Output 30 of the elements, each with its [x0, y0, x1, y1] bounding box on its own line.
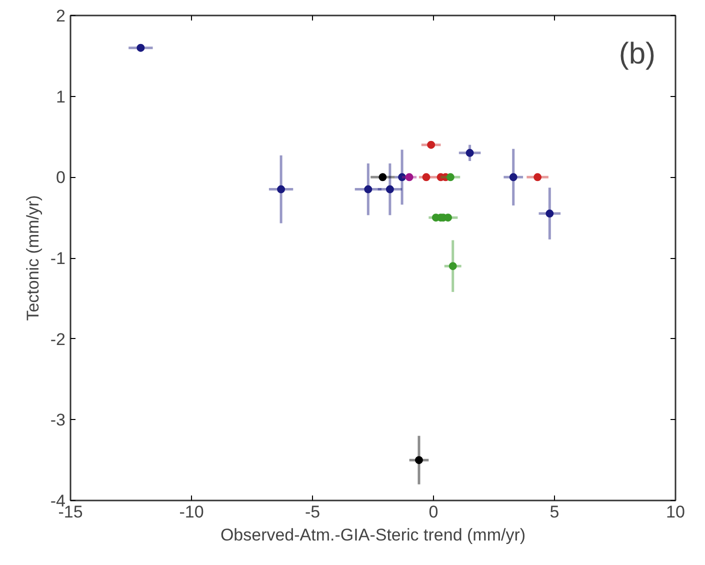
y-tick-label: 0 [56, 168, 66, 188]
point [414, 456, 423, 464]
y-tick-label: 1 [56, 87, 66, 106]
x-tick-label: -10 [179, 502, 204, 522]
x-tick-label: -5 [304, 502, 320, 522]
x-tick-label: 5 [550, 502, 560, 522]
point [398, 173, 406, 182]
point [277, 185, 286, 194]
x-axis-title: Observed-Atm.-GIA-Steric trend (mm/yr) [220, 526, 526, 544]
y-tick-label: 2 [56, 6, 66, 26]
point [386, 185, 394, 194]
point [405, 173, 414, 182]
point [422, 173, 430, 182]
point [427, 140, 436, 149]
x-tick-label: 10 [666, 502, 685, 522]
y-tick-label: -2 [50, 330, 66, 349]
point [136, 44, 145, 52]
y-axis-title: Tectonic (mm/yr) [23, 195, 42, 321]
annotation: (b) [618, 38, 656, 70]
point [448, 262, 457, 270]
point [446, 173, 454, 182]
y-tick-label: -1 [50, 249, 66, 268]
point [534, 173, 542, 182]
point [546, 210, 554, 218]
point [378, 173, 387, 182]
point [466, 148, 474, 157]
point [364, 185, 372, 194]
x-tick-label: 0 [428, 502, 438, 522]
point [509, 173, 518, 182]
y-tick-label: -3 [50, 410, 66, 430]
